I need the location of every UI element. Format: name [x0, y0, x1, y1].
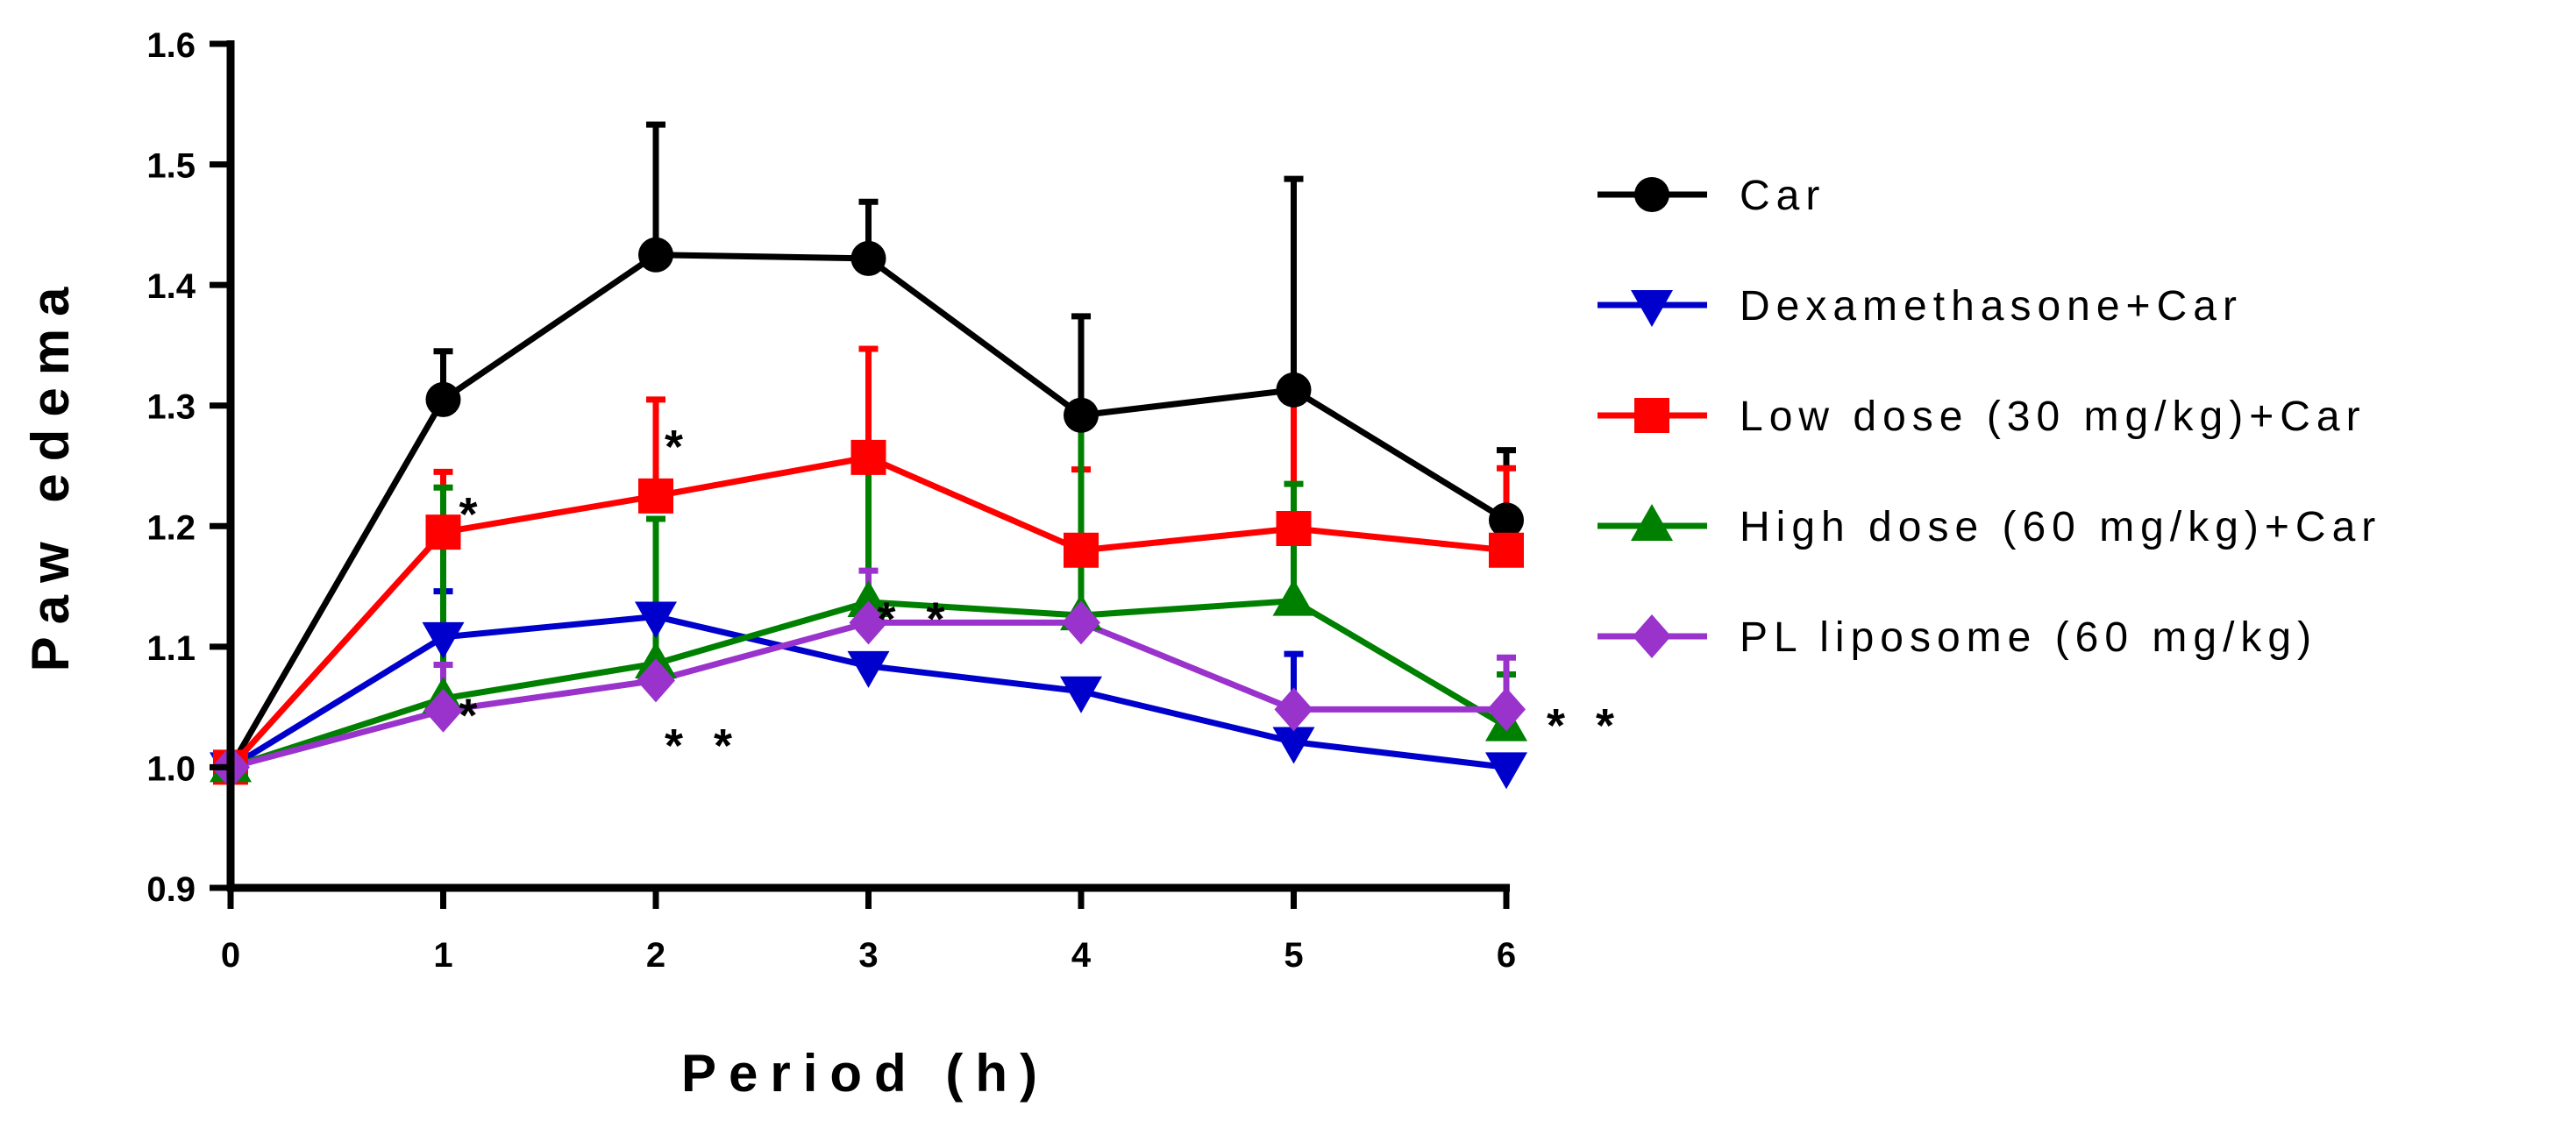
marker-car-1: [425, 381, 461, 417]
marker-low-dose-30-mg-kg-car-4: [1064, 532, 1099, 568]
y-axis-title: Paw edema: [21, 275, 80, 672]
significance-marker: *: [459, 690, 487, 742]
x-tick-label: 1: [433, 936, 452, 975]
legend: Car Dexamethasone+Car Low dose (30 mg/kg)+…: [1598, 173, 2381, 661]
y-tick-label: 0.9: [146, 870, 196, 909]
legend-marker-dexamethasone-car: [1631, 290, 1673, 327]
marker-pl-liposome-60-mg-kg-6: [1487, 687, 1526, 732]
legend-label: High dose (60 mg/kg)+Car: [1740, 504, 2381, 550]
y-tick-label: 1.0: [146, 749, 196, 788]
x-tick-label: 4: [1071, 936, 1092, 975]
y-tick-label: 1.6: [146, 26, 196, 65]
x-tick-label: 5: [1284, 936, 1303, 975]
marker-dexamethasone-car-4: [1060, 676, 1102, 713]
legend-marker-high-dose-60-mg-kg-car: [1631, 504, 1673, 541]
axes: 0.9 1.0 1.1 1.2 1.3 1.4 1.5 1.6 0 1 2 3 4 5 6: [146, 26, 1516, 975]
legend-label: Dexamethasone+Car: [1740, 283, 2243, 330]
legend-marker-low-dose-30-mg-kg-car: [1634, 398, 1669, 433]
legend-label: Car: [1740, 173, 1825, 219]
y-tick-label: 1.5: [146, 147, 196, 186]
significance-marker: *: [665, 421, 692, 473]
marker-pl-liposome-60-mg-kg-4: [1062, 600, 1100, 645]
x-tick-label: 3: [858, 936, 878, 975]
marker-pl-liposome-60-mg-kg-3: [849, 600, 888, 645]
marker-low-dose-30-mg-kg-car-5: [1276, 511, 1312, 547]
marker-high-dose-60-mg-kg-car-5: [1272, 578, 1315, 616]
marker-dexamethasone-car-2: [635, 601, 677, 639]
x-tick-label: 2: [646, 936, 665, 975]
marker-car-6: [1489, 502, 1524, 538]
marker-low-dose-30-mg-kg-car-3: [850, 439, 886, 475]
marker-car-5: [1276, 372, 1312, 408]
legend-marker-car: [1634, 177, 1669, 212]
legend-marker-pl-liposome-60-mg-kg: [1633, 614, 1671, 658]
significance-marker: *: [459, 488, 487, 541]
legend-label: Low dose (30 mg/kg)+Car: [1740, 394, 2366, 440]
significance-marker: * *: [665, 720, 741, 772]
marker-dexamethasone-car-1: [422, 621, 465, 659]
marker-low-dose-30-mg-kg-car-1: [425, 514, 461, 550]
significance-marker: * *: [878, 593, 954, 646]
x-tick-label: 6: [1497, 936, 1516, 975]
legend-label: PL liposome (60 mg/kg): [1740, 614, 2317, 661]
marker-car-3: [850, 240, 886, 276]
marker-pl-liposome-60-mg-kg-2: [637, 658, 675, 703]
marker-dexamethasone-car-3: [847, 650, 890, 688]
y-tick-label: 1.2: [146, 508, 196, 547]
marker-car-4: [1064, 397, 1099, 433]
marker-dexamethasone-car-6: [1485, 752, 1527, 790]
x-axis-title: Period (h): [681, 1044, 1050, 1103]
marker-car-2: [638, 237, 673, 273]
marker-high-dose-60-mg-kg-car-3: [847, 579, 890, 617]
y-tick-label: 1.4: [146, 267, 196, 306]
marker-pl-liposome-60-mg-kg-1: [423, 688, 463, 733]
x-tick-label: 0: [221, 936, 240, 975]
significance-annotations: * * * * * * * * *: [459, 421, 1623, 772]
marker-pl-liposome-60-mg-kg-5: [1274, 687, 1313, 732]
marker-low-dose-30-mg-kg-car-2: [638, 478, 673, 514]
y-tick-label: 1.3: [146, 388, 196, 427]
series-markers: [210, 237, 1527, 790]
marker-low-dose-30-mg-kg-car-6: [1489, 532, 1524, 568]
error-bars: [433, 121, 1516, 742]
marker-dexamethasone-car-5: [1272, 727, 1315, 764]
significance-marker: * *: [1547, 699, 1623, 752]
y-tick-label: 1.1: [146, 629, 196, 668]
